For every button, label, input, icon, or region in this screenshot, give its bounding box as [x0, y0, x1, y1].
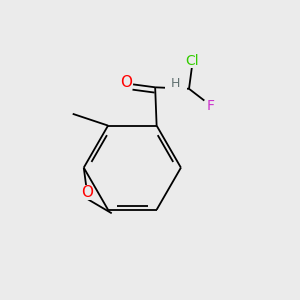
Text: F: F [207, 100, 215, 113]
Text: Cl: Cl [185, 54, 199, 68]
Text: O: O [120, 75, 132, 90]
Text: O: O [81, 185, 93, 200]
Text: H: H [171, 77, 181, 90]
